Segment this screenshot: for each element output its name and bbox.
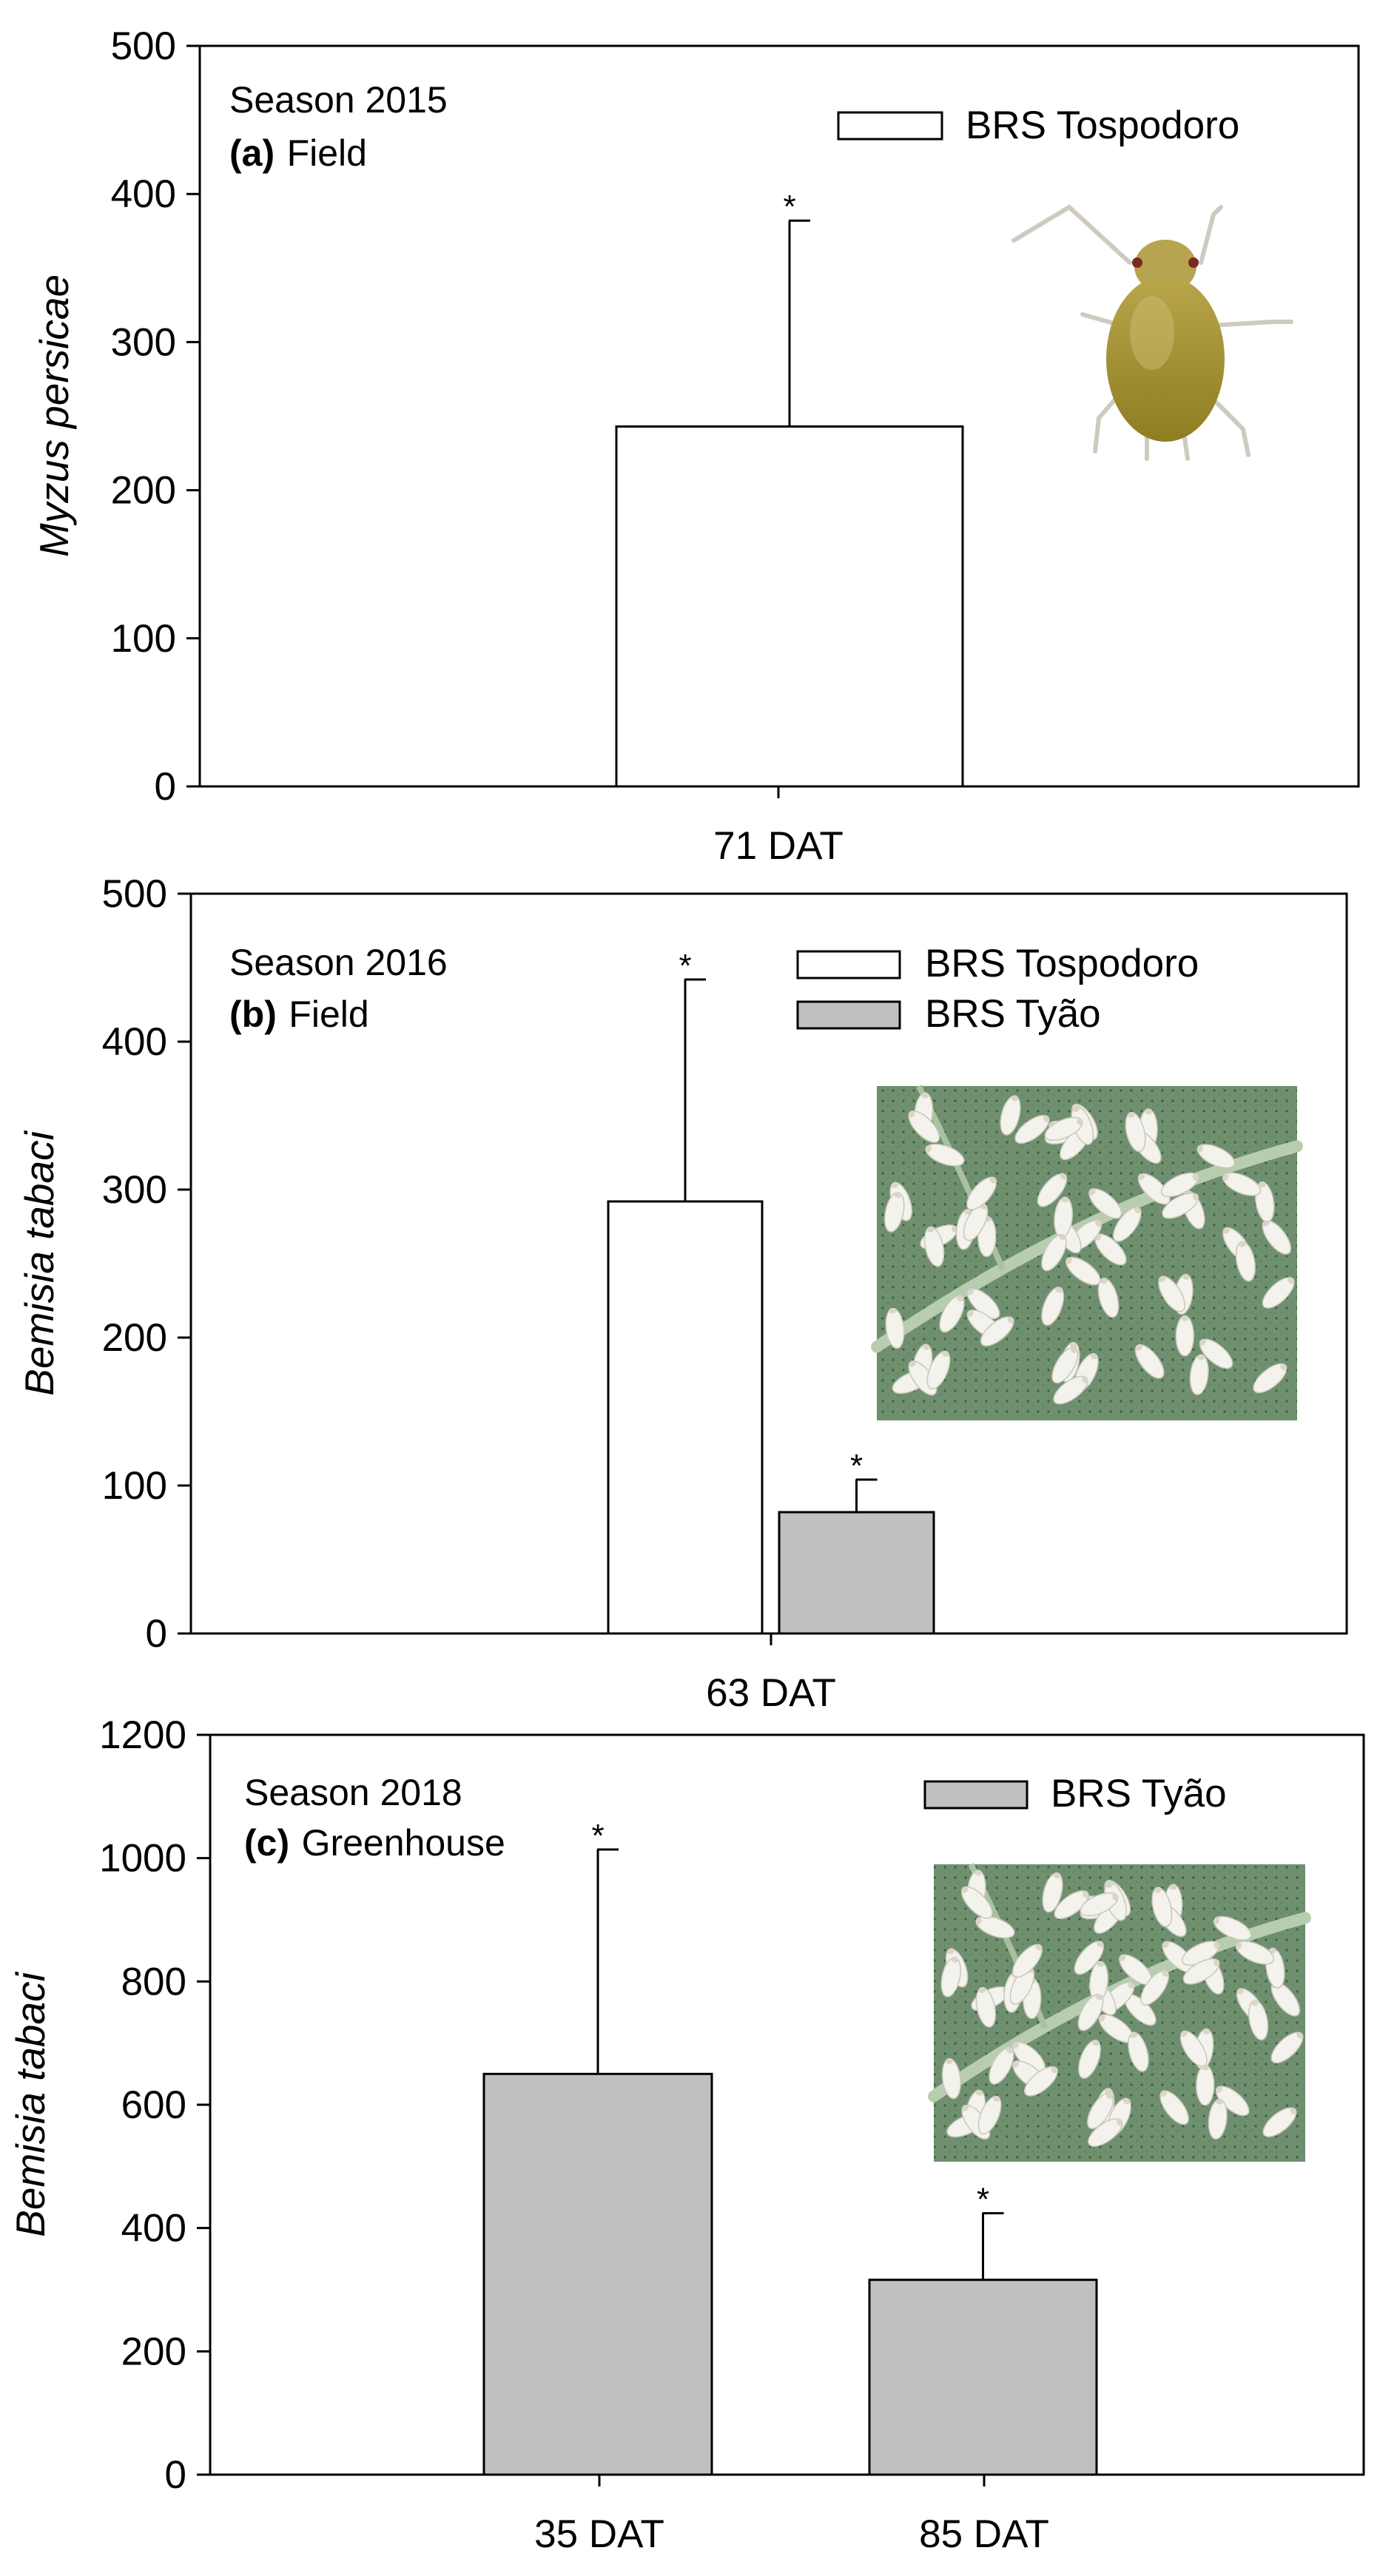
location-label: Field <box>287 132 367 174</box>
bar <box>482 2072 713 2476</box>
location-label: Field <box>289 994 368 1035</box>
bars: ** <box>607 948 935 1635</box>
bar <box>868 2279 1098 2476</box>
legend-swatch <box>923 1780 1029 1810</box>
bars: ** <box>482 1818 1098 2476</box>
panel-a: 0 100 200 300 400 500 Myzus persicae * 71 DAT… <box>31 24 1360 868</box>
x-axis-categories: 35 DAT 85 DAT <box>534 2475 1049 2556</box>
y-tick-label: 0 <box>155 765 176 809</box>
legend-label: BRS Tyão <box>925 992 1101 1036</box>
y-tick-label: 400 <box>121 2207 186 2250</box>
legend-swatch <box>796 1000 901 1030</box>
x-category-label: 35 DAT <box>534 2512 664 2556</box>
location-label: Greenhouse <box>302 1822 505 1864</box>
whitefly <box>1175 1314 1195 1357</box>
season-label: Season 2018 <box>244 1772 462 1813</box>
panel-caption: (a) Field <box>229 132 367 174</box>
x-category-label: 85 DAT <box>919 2512 1049 2556</box>
y-axis-ticks: 0 100 200 300 400 500 <box>102 872 191 1656</box>
y-axis-label: Bemisia tabaci <box>7 1971 53 2236</box>
bar <box>615 425 964 788</box>
x-category-label: 63 DAT <box>706 1671 836 1715</box>
legend-label: BRS Tospodoro <box>966 104 1239 147</box>
y-axis-label: Bemisia tabaci <box>16 1130 62 1395</box>
panel-letter: (a) <box>229 132 275 174</box>
significance-mark: * <box>679 948 691 984</box>
y-tick-label: 800 <box>121 1960 186 2003</box>
panel-letter: (b) <box>229 994 277 1035</box>
y-tick-label: 100 <box>111 617 176 661</box>
legend-label: BRS Tospodoro <box>925 942 1199 985</box>
y-tick-label: 400 <box>102 1020 167 1064</box>
panel-caption: (b) Field <box>229 994 369 1035</box>
y-tick-label: 0 <box>165 2453 186 2497</box>
legend: BRS Tospodoro BRS Tyão <box>796 942 1199 1036</box>
legend-swatch <box>796 950 901 980</box>
y-tick-label: 300 <box>111 320 176 364</box>
bar <box>778 1511 935 1635</box>
y-tick-label: 500 <box>111 24 176 68</box>
y-tick-label: 100 <box>102 1464 167 1508</box>
y-axis-label: Myzus persicae <box>31 274 77 557</box>
legend-swatch <box>837 111 943 141</box>
season-label: Season 2016 <box>229 942 448 983</box>
whitefly-photo <box>871 1085 1303 1420</box>
y-tick-label: 600 <box>121 2083 186 2127</box>
aphid-photo <box>1011 204 1293 461</box>
x-category-label: 71 DAT <box>713 824 844 868</box>
significance-mark: * <box>591 1818 604 1854</box>
y-axis-ticks: 0 100 200 300 400 500 <box>111 24 200 809</box>
plot-frame <box>189 892 1348 1635</box>
y-tick-label: 500 <box>102 872 167 916</box>
whitefly-photo <box>928 1863 1311 2162</box>
x-axis-categories: 63 DAT <box>706 1633 836 1715</box>
bar <box>607 1200 764 1635</box>
whitefly <box>1195 2063 1215 2106</box>
legend-label: BRS Tyão <box>1051 1772 1227 1815</box>
significance-mark: * <box>783 189 795 225</box>
x-axis-categories: 71 DAT <box>713 786 844 868</box>
legend: BRS Tyão <box>923 1772 1227 1815</box>
y-tick-label: 1200 <box>99 1713 186 1757</box>
bars: * <box>615 189 964 788</box>
significance-mark: * <box>977 2182 989 2218</box>
y-tick-label: 200 <box>102 1316 167 1360</box>
significance-mark: * <box>850 1448 863 1484</box>
legend: BRS Tospodoro <box>837 104 1239 147</box>
y-axis-ticks: 0 200 400 600 800 1000 1200 <box>99 1713 210 2497</box>
panel-caption: (c) Greenhouse <box>244 1822 505 1864</box>
y-tick-label: 0 <box>146 1612 167 1656</box>
panel-letter: (c) <box>244 1822 289 1864</box>
season-label: Season 2015 <box>229 79 448 121</box>
y-tick-label: 400 <box>111 172 176 216</box>
y-tick-label: 1000 <box>99 1837 186 1881</box>
y-tick-label: 200 <box>121 2330 186 2373</box>
y-tick-label: 200 <box>111 469 176 513</box>
y-tick-label: 300 <box>102 1168 167 1212</box>
